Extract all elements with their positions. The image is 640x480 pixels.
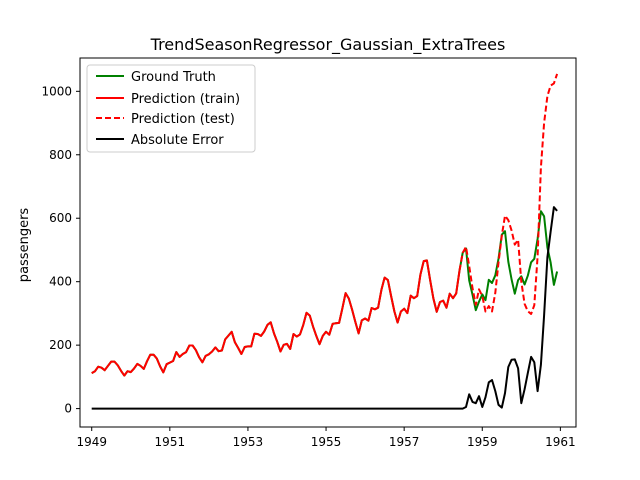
legend-box [86,64,256,153]
series-prediction-train [91,259,461,377]
chart-title: TrendSeasonRegressor_Gaussian_ExtraTrees [150,35,506,55]
legend-label-prediction-test: Prediction (test) [131,112,235,127]
plot-lines [91,73,559,410]
legend: Ground Truth Prediction (train) Predicti… [86,64,256,153]
x-tick-label: 1949 [76,435,107,449]
legend-label-ground-truth: Ground Truth [131,70,216,85]
y-tick-label: 0 [64,402,72,416]
y-tick-label: 800 [49,148,72,162]
x-tick-label: 1961 [545,435,576,449]
legend-label-prediction-train: Prediction (train) [131,92,240,107]
y-tick-label: 400 [49,275,72,289]
axes-ticks: 1949 1951 1953 1955 1957 1959 1961 0 200 400 600 80… [41,84,575,449]
y-axis-label: passengers [17,208,32,283]
x-tick-label: 1951 [155,435,186,449]
x-tick-label: 1955 [311,435,342,449]
axes-frame [79,57,577,428]
series-prediction-test [458,73,559,315]
series-absolute-error [91,206,558,410]
legend-label-absolute-error: Absolute Error [131,133,224,148]
x-tick-label: 1959 [467,435,498,449]
y-tick-label: 1000 [41,84,72,98]
x-tick-label: 1957 [389,435,420,449]
y-tick-label: 200 [49,338,72,352]
x-tick-label: 1953 [233,435,264,449]
y-tick-label: 600 [49,211,72,225]
